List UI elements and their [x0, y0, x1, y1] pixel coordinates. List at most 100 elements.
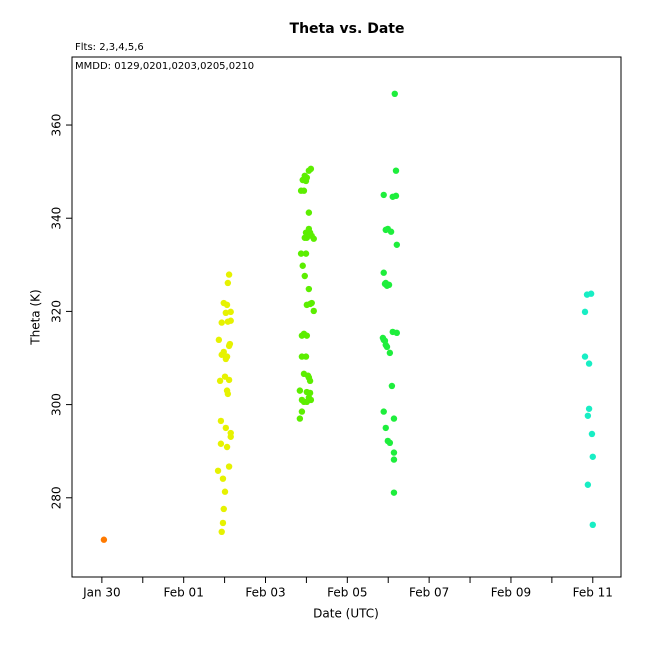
point: [223, 353, 231, 360]
point: [301, 234, 308, 241]
y-tick-label: 300: [50, 393, 64, 416]
point: [299, 262, 306, 269]
x-tick-label: Feb 11: [573, 586, 613, 600]
y-axis-label: Theta (K): [29, 289, 43, 345]
point: [220, 505, 227, 513]
point: [219, 519, 227, 527]
point: [386, 439, 394, 447]
point: [388, 382, 396, 390]
point: [306, 377, 314, 385]
point: [382, 226, 389, 234]
point: [218, 319, 225, 326]
point: [380, 408, 387, 415]
point: [215, 336, 223, 344]
point: [219, 475, 227, 482]
point: [218, 528, 225, 536]
point: [227, 317, 234, 324]
point: [217, 440, 225, 447]
x-tick-label: Feb 09: [491, 586, 531, 600]
point: [305, 209, 313, 216]
point: [584, 412, 592, 419]
x-tick-label: Feb 01: [164, 586, 204, 600]
point: [587, 290, 595, 297]
point: [390, 449, 398, 456]
point: [304, 372, 312, 379]
point: [390, 456, 398, 463]
point: [100, 536, 108, 543]
point: [303, 301, 311, 309]
point: [301, 272, 308, 280]
x-tick-label: Feb 03: [245, 586, 285, 600]
point: [225, 463, 233, 470]
point: [227, 308, 234, 316]
point: [585, 360, 593, 367]
point: [217, 417, 225, 425]
point: [581, 308, 589, 316]
chart-title: Theta vs. Date: [290, 21, 405, 37]
point: [310, 307, 317, 315]
point: [214, 467, 222, 474]
point: [381, 337, 389, 344]
y-tick-label: 360: [50, 114, 64, 137]
point: [390, 489, 398, 496]
point: [393, 241, 401, 248]
point: [380, 269, 387, 276]
point: [216, 377, 224, 385]
point: [222, 424, 230, 432]
y-tick-label: 280: [50, 486, 64, 509]
point: [225, 376, 233, 384]
point: [581, 353, 589, 360]
point: [308, 299, 315, 307]
point: [310, 235, 317, 242]
point: [298, 332, 306, 339]
point: [223, 301, 231, 309]
point: [296, 415, 304, 422]
point: [297, 250, 305, 257]
point: [224, 279, 232, 287]
point: [588, 430, 596, 438]
point: [303, 332, 311, 339]
y-tick-label: 320: [50, 300, 64, 323]
annotation: Flts: 2,3,4,5,6: [75, 42, 144, 53]
point: [386, 349, 394, 357]
point: [305, 285, 313, 293]
point: [382, 279, 389, 287]
x-axis-label: Date (UTC): [313, 607, 379, 621]
point: [389, 193, 396, 200]
x-tick-label: Feb 05: [327, 586, 367, 600]
point: [227, 433, 234, 440]
point: [226, 340, 234, 348]
point: [296, 387, 304, 394]
point: [300, 398, 308, 406]
point: [391, 90, 398, 98]
annotation: MMDD: 0129,0201,0203,0205,0210: [75, 61, 254, 72]
point: [589, 521, 596, 529]
point: [225, 271, 233, 278]
y-tick-label: 340: [50, 207, 64, 230]
point: [300, 187, 308, 194]
point: [218, 351, 225, 358]
point: [383, 343, 391, 351]
point: [224, 390, 232, 398]
point: [589, 453, 596, 460]
point: [387, 228, 395, 235]
x-tick-label: Jan 30: [82, 586, 121, 600]
point: [584, 481, 592, 488]
point: [585, 405, 593, 412]
point: [302, 177, 310, 185]
point: [390, 415, 398, 422]
point: [298, 408, 306, 415]
point: [382, 424, 389, 432]
plot-frame: [71, 56, 622, 578]
point: [393, 329, 401, 337]
point: [392, 167, 400, 174]
point: [298, 353, 306, 360]
point: [380, 191, 387, 199]
point: [305, 167, 313, 174]
x-tick-label: Feb 07: [409, 586, 449, 600]
point: [223, 443, 231, 451]
point: [222, 309, 230, 317]
point: [302, 250, 310, 257]
